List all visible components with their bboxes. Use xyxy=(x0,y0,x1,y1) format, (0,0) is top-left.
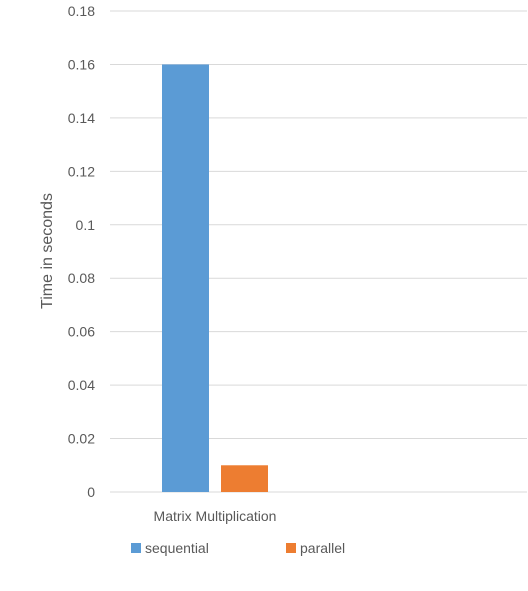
y-tick-label: 0 xyxy=(87,484,95,500)
x-tick-label: Matrix Multiplication xyxy=(154,508,277,524)
y-tick-label: 0.16 xyxy=(68,56,95,72)
y-axis-title: Time in seconds xyxy=(39,193,56,309)
y-tick-label: 0.02 xyxy=(68,431,95,447)
legend-item-parallel: parallel xyxy=(286,540,345,556)
legend: sequential parallel xyxy=(131,540,345,556)
x-axis-tick-labels: Matrix Multiplication xyxy=(154,508,277,524)
y-tick-label: 0.12 xyxy=(68,163,95,179)
legend-swatch xyxy=(131,543,141,553)
bars xyxy=(162,64,268,492)
bar-parallel xyxy=(221,465,268,492)
bar-sequential xyxy=(162,64,209,492)
y-tick-label: 0.04 xyxy=(68,377,95,393)
legend-swatch xyxy=(286,543,296,553)
y-tick-label: 0.18 xyxy=(68,3,95,19)
y-axis-tick-labels: 0 0.02 0.04 0.06 0.08 0.1 0.12 0.14 0.16 0.18 xyxy=(68,3,95,500)
y-tick-label: 0.1 xyxy=(76,217,96,233)
legend-label: parallel xyxy=(300,540,345,556)
legend-item-sequential: sequential xyxy=(131,540,209,556)
y-tick-label: 0.14 xyxy=(68,110,95,126)
y-tick-label: 0.06 xyxy=(68,324,95,340)
y-tick-label: 0.08 xyxy=(68,270,95,286)
legend-label: sequential xyxy=(145,540,209,556)
